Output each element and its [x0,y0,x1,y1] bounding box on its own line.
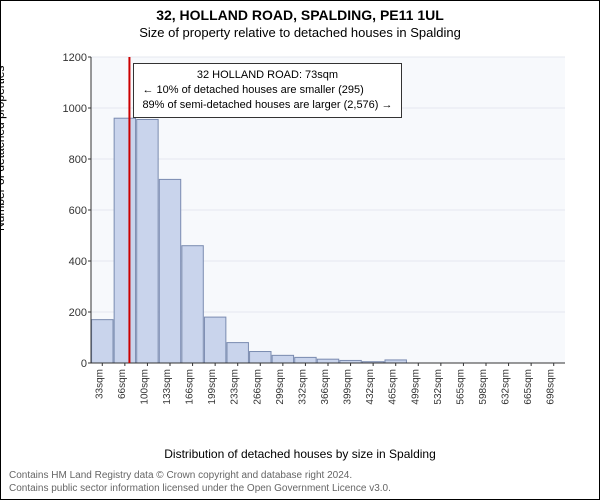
svg-text:1000: 1000 [63,103,87,115]
svg-text:432sqm: 432sqm [365,369,376,405]
page-subtitle: Size of property relative to detached ho… [1,25,599,40]
svg-text:465sqm: 465sqm [388,369,399,405]
svg-text:1200: 1200 [63,52,87,64]
y-axis-label: Number of detached properties [0,66,7,231]
svg-text:598sqm: 598sqm [478,369,489,405]
svg-text:100sqm: 100sqm [139,369,150,405]
svg-text:200: 200 [69,307,87,319]
svg-text:233sqm: 233sqm [230,369,241,405]
svg-text:532sqm: 532sqm [433,369,444,405]
svg-text:266sqm: 266sqm [252,369,263,405]
svg-text:499sqm: 499sqm [410,369,421,405]
footer-line2: Contains public sector information licen… [9,482,391,495]
svg-text:665sqm: 665sqm [523,369,534,405]
svg-text:33sqm: 33sqm [94,369,105,399]
svg-text:399sqm: 399sqm [343,369,354,405]
svg-text:800: 800 [69,154,87,166]
svg-text:632sqm: 632sqm [501,369,512,405]
svg-text:600: 600 [69,205,87,217]
svg-text:133sqm: 133sqm [162,369,173,405]
info-line-larger: 89% of semi-detached houses are larger (… [142,98,392,113]
info-box: 32 HOLLAND ROAD: 73sqm ← 10% of detached… [133,63,401,118]
info-line-smaller: ← 10% of detached houses are smaller (29… [142,83,392,98]
chart-area: 0 200 400 600 800 1000 1200 33sqm 66sqm 100sqm 133… [61,51,571,411]
attribution-footer: Contains HM Land Registry data © Crown c… [9,469,391,495]
svg-text:299sqm: 299sqm [275,369,286,405]
svg-text:565sqm: 565sqm [455,369,466,405]
x-axis-label: Distribution of detached houses by size … [1,447,599,461]
info-line-size: 32 HOLLAND ROAD: 73sqm [142,68,392,83]
svg-text:366sqm: 366sqm [320,369,331,405]
svg-text:698sqm: 698sqm [546,369,557,405]
svg-text:332sqm: 332sqm [297,369,308,405]
footer-line1: Contains HM Land Registry data © Crown c… [9,469,391,482]
svg-text:199sqm: 199sqm [207,369,218,405]
svg-text:66sqm: 66sqm [117,369,128,399]
svg-text:0: 0 [81,358,87,370]
page-title-address: 32, HOLLAND ROAD, SPALDING, PE11 1UL [1,7,599,23]
svg-text:400: 400 [69,256,87,268]
svg-text:166sqm: 166sqm [185,369,196,405]
